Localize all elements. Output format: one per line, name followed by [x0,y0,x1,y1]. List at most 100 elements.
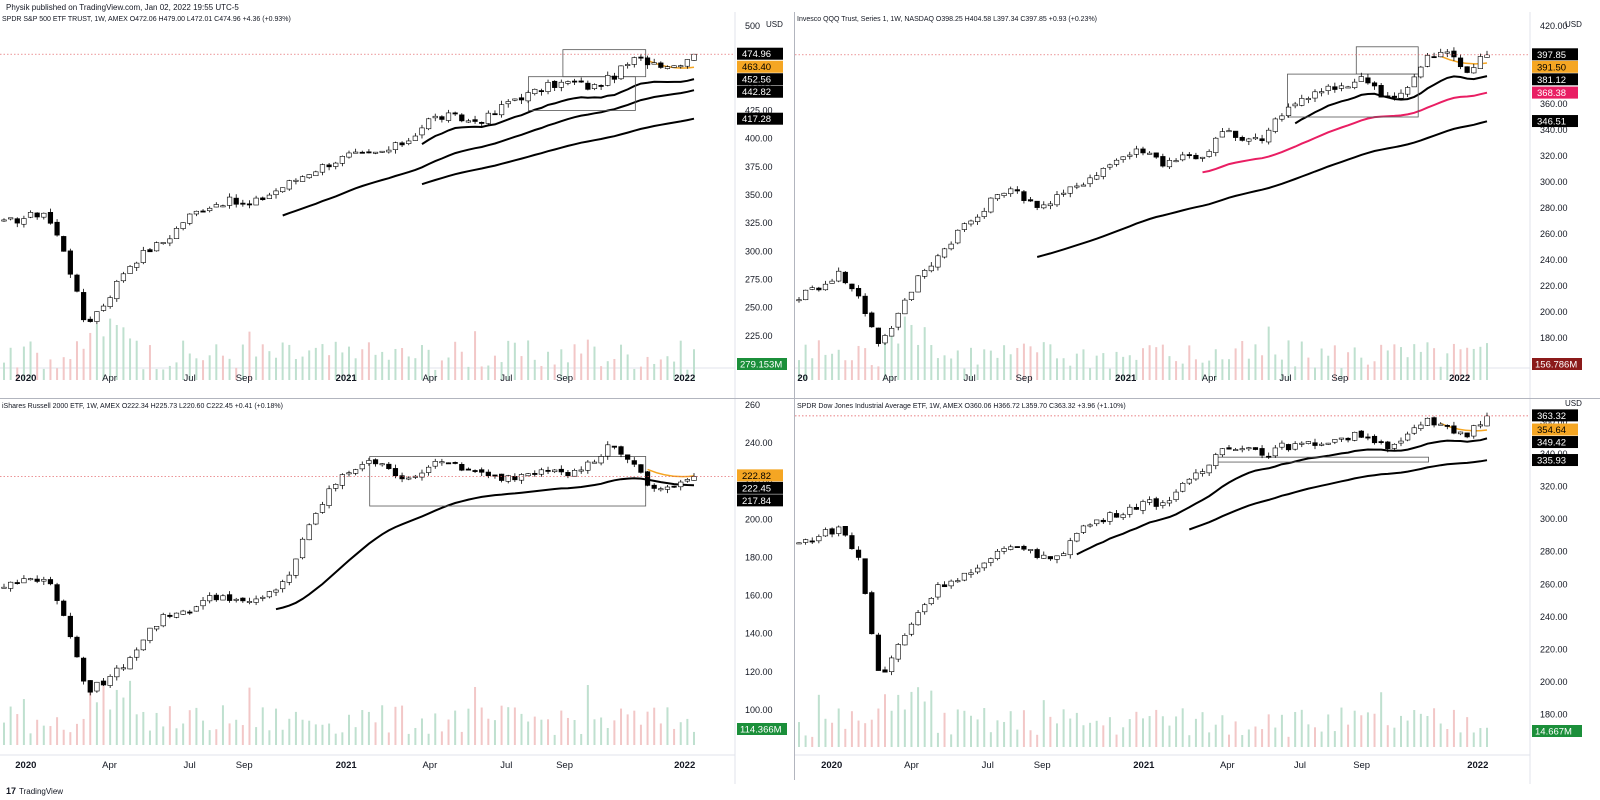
pane-divider-vertical[interactable] [794,12,795,780]
candle-body [988,558,994,563]
candle-body [412,135,418,141]
volume-bar [1380,344,1383,380]
currency-label[interactable]: USD [1565,20,1582,29]
chart-pane-dia[interactable]: SPDR Dow Jones Industrial Average ETF, 1… [795,399,1600,784]
volume-bar [500,362,503,380]
candle-body [1021,545,1027,550]
volume-bar [686,369,689,380]
price-tag: 368.38 [1532,86,1578,99]
x-tick-label: Sep [1016,373,1033,384]
y-tick-label: 275.00 [745,275,773,285]
price-tag-label: 222.82 [742,471,771,482]
candle-body [1292,443,1298,450]
price-tag: 417.28 [737,112,783,125]
volume-bar [1314,367,1316,380]
x-tick-label: Sep [1331,373,1348,384]
price-chart[interactable]: 360.00340.00320.00300.00280.00260.00240.… [795,399,1600,784]
volume-bar [314,724,317,745]
candle-body [545,469,551,472]
candle-body [1246,447,1252,450]
volume-bar [414,358,417,380]
candle-body [803,289,809,301]
candle-body [333,162,339,167]
volume-bar [850,711,853,747]
candle-body [213,204,219,208]
tradingview-footer[interactable]: 17 TradingView [6,786,63,796]
price-chart[interactable]: 260240.00220.00200.00180.00160.00140.001… [0,399,794,784]
volume-bar [659,359,662,380]
volume-bar [917,687,920,747]
candle-body [273,589,279,593]
pane-divider-horizontal[interactable] [0,398,1600,399]
candle-body [644,471,651,486]
volume-bar [208,730,211,745]
candle-body [1391,95,1397,98]
volume-bar [95,702,98,745]
candle-body [552,80,558,88]
candles [1,53,697,325]
volume-bar [844,728,847,747]
volume-bar [434,713,437,745]
volume-bar [573,720,576,745]
candle-body [1001,192,1007,196]
volume-bar [613,358,616,380]
candle-body [1438,423,1444,426]
volume-bar [897,343,900,380]
candle-body [1186,478,1192,484]
volume-bar [1472,348,1475,380]
volume-bar [182,723,185,745]
candle-body [27,212,34,218]
candle-body [41,212,47,218]
x-tick-label: 2022 [674,373,695,384]
volume-bar [936,358,939,380]
volume-bar [923,327,926,380]
volume-bar [613,720,616,745]
chart-pane-iwm[interactable]: iShares Russell 2000 ETF, 1W, AMEX O222.… [0,399,794,784]
candle-body [233,598,239,601]
chart-pane-qqq[interactable]: Invesco QQQ Trust, Series 1, 1W, NASDAQ … [795,12,1600,398]
candle-body [981,562,987,569]
candle-body [849,535,855,550]
candle-body [1319,91,1325,94]
volume-bar [268,351,271,380]
price-chart[interactable]: 420.00400.00380.00360.00340.00320.00300.… [795,12,1600,398]
volume-bar [82,718,85,745]
candle-body [1001,548,1007,552]
candle-body [631,460,637,465]
volume-bar [301,356,304,380]
volume-tag-label: 279.153M [740,360,782,371]
x-tick-label: Apr [1202,373,1217,384]
candle-body [226,196,233,206]
volume-bar [115,689,118,745]
currency-label[interactable]: USD [1565,399,1582,408]
y-tick-label: 220.00 [1540,645,1568,655]
volume-bar [62,729,65,745]
volume-bar [963,368,966,380]
volume-bar [673,728,676,745]
candle-body [1,586,7,589]
candle-body [127,657,133,670]
price-chart[interactable]: 500475.00450.00425.00400.00375.00350.003… [0,12,794,398]
volume-bar [586,339,589,380]
candle-body [578,469,584,472]
chart-pane-spy[interactable]: SPDR S&P 500 ETF TRUST, 1W, AMEX O472.06… [0,12,794,398]
candle-body [1305,98,1311,100]
candle-body [1219,448,1225,456]
candle-body [1140,148,1146,154]
candle-body [981,210,987,217]
candle-body [1272,118,1278,132]
volume-bar [1406,357,1409,380]
volume-bar [520,356,523,380]
candle-body [346,152,352,158]
candle-body [240,597,246,602]
volume-bar [606,728,609,745]
currency-label[interactable]: USD [766,20,783,29]
volume-bar [1406,720,1409,747]
volume-bar [831,722,834,747]
volume-bar [3,362,5,380]
candle-body [915,275,921,293]
volume-bar [1075,712,1078,747]
candle-body [1100,519,1106,523]
volume-bars [798,687,1488,747]
candle-body [1352,431,1358,441]
